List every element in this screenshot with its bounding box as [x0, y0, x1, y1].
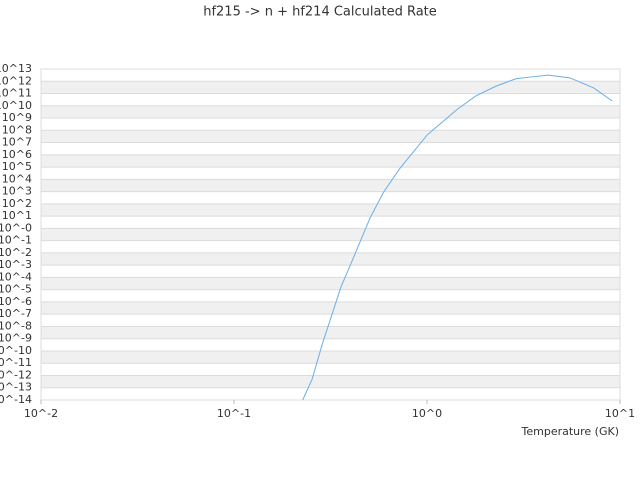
x-axis-label: Temperature (GK): [521, 425, 620, 438]
y-tick-label: 10^-9: [0, 332, 32, 345]
y-tick-label: 10^-13: [0, 381, 32, 394]
y-tick-label: 10^5: [2, 160, 32, 173]
grid-band: [41, 350, 620, 364]
y-tick-label: 10^7: [2, 136, 32, 149]
grid-band: [41, 277, 620, 290]
x-tick-label: 10^0: [412, 407, 442, 420]
grid-band: [41, 130, 620, 143]
plot-frame: [40, 68, 621, 401]
y-tick-label: 10^3: [2, 185, 32, 198]
y-tick-label: 10^1: [2, 209, 32, 222]
data-line: [302, 74, 613, 401]
y-tick-label: 10^-10: [0, 344, 32, 357]
x-tick-label: 10^-2: [24, 407, 58, 420]
x-tick-label: 10^-1: [217, 407, 251, 420]
grid-band: [41, 301, 620, 315]
grid-band: [41, 179, 620, 192]
y-tick-label: 10^-1: [0, 234, 32, 247]
chart-title: hf215 -> n + hf214 Calculated Rate: [203, 5, 437, 20]
y-tick-label: 10^10: [0, 99, 32, 112]
y-tick-label: 10^4: [2, 172, 32, 185]
y-tick-label: 10^-12: [0, 368, 32, 381]
y-tick-label: 10^-2: [0, 246, 32, 259]
y-tick-label: 10^-0: [0, 221, 32, 234]
grid-band: [41, 154, 620, 168]
y-tick-label: 10^-8: [0, 319, 32, 332]
y-tick-label: 10^-6: [0, 295, 32, 308]
grid-band: [41, 203, 620, 217]
y-tick-label: 10^11: [0, 87, 32, 100]
grid-band: [41, 326, 620, 339]
x-tick-label: 10^1: [605, 407, 635, 420]
y-tick-label: 10^2: [2, 197, 32, 210]
y-tick-label: 10^6: [2, 148, 32, 161]
grid-band: [41, 228, 620, 241]
y-tick-label: 10^13: [0, 62, 32, 75]
y-tick-label: 10^-5: [0, 283, 32, 296]
y-tick-label: 10^-4: [0, 270, 32, 283]
y-tick-label: 10^-11: [0, 356, 32, 369]
y-tick-label: 10^9: [2, 111, 32, 124]
grid-band: [41, 252, 620, 266]
y-tick-label: 10^8: [2, 123, 32, 136]
y-tick-label: 10^-3: [0, 258, 32, 271]
y-tick-label: 10^12: [0, 74, 32, 87]
y-tick-label: 10^-14: [0, 393, 32, 406]
grid-band: [41, 375, 620, 388]
grid-band: [41, 105, 620, 119]
y-tick-label: 10^-7: [0, 307, 32, 320]
grid-band: [41, 81, 620, 94]
